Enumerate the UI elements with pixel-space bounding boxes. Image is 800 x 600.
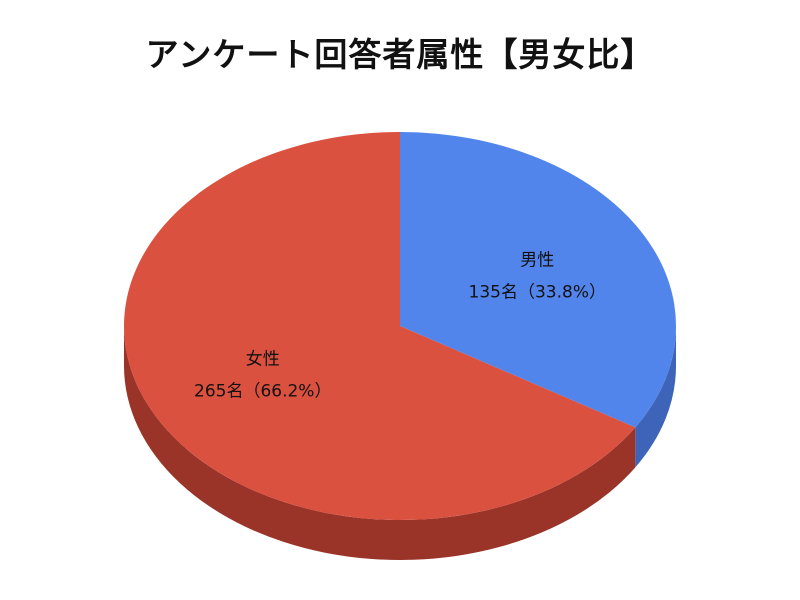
slice-label-name-1: 女性 (246, 349, 280, 369)
pie-side-0 (635, 326, 676, 468)
pie-side-1 (124, 326, 636, 560)
slice-label-name-0: 男性 (520, 251, 554, 271)
slice-label-value-1: 265名（66.2%） (194, 381, 331, 401)
slice-label-value-0: 135名（33.8%） (469, 283, 606, 303)
chart-title: アンケート回答者属性【男女比】 (145, 35, 655, 74)
pie-slice-1 (124, 131, 636, 521)
pie-slice-0 (400, 132, 677, 428)
